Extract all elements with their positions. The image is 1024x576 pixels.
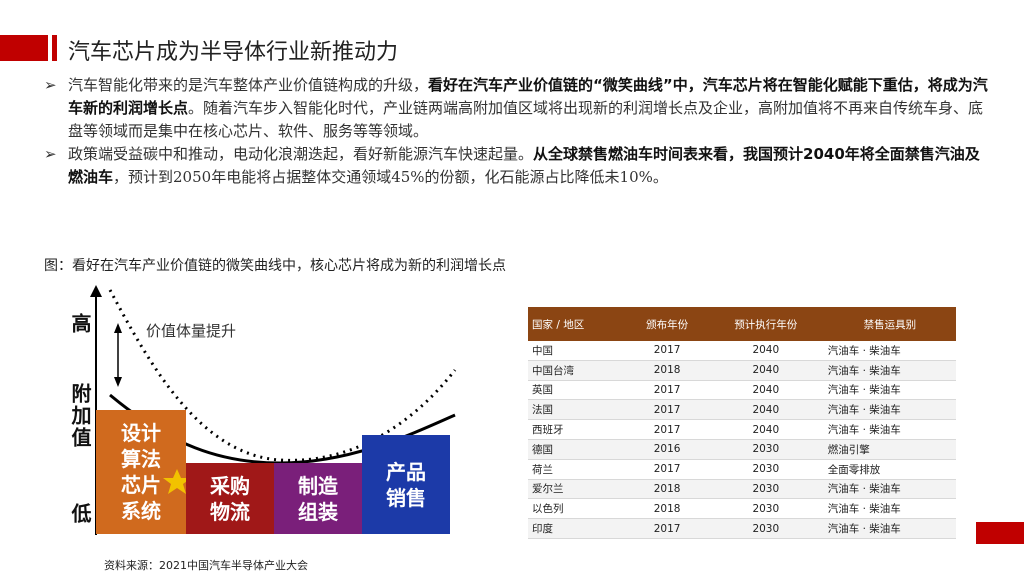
country-cell: 西班牙 (528, 419, 627, 440)
figure-caption: 图：看好在汽车产业价值链的微笑曲线中，核心芯片将成为新的利润增长点 (44, 258, 506, 274)
arrow-up-icon (114, 323, 122, 333)
country-cell: 爱尔兰 (528, 479, 627, 500)
ban-type-cell: 燃油引擎 (823, 439, 956, 460)
bullet-text: ，预计到2050年电能将占据整体交通领域45%的份额，化石能源占比降低未10%。 (113, 168, 668, 186)
effective-year-cell: 2030 (707, 459, 824, 480)
country-cell: 中国台湾 (528, 360, 627, 381)
table-row: 以色列 2018 2030 汽油车 · 柴油车 (528, 498, 956, 520)
manufacturing-block: 制造 组装 (274, 463, 362, 534)
country-cell: 以色列 (528, 498, 627, 520)
bullet-item: ➢ 政策端受益碳中和推动，电动化浪潮迭起，看好新能源汽车快速起量。从全球禁售燃油… (44, 143, 994, 189)
table-header-row: 国家 / 地区 颁布年份 预计执行年份 禁售运具别 (528, 307, 956, 341)
y-label-low: 低 (68, 503, 92, 525)
ban-type-cell: 全面零排放 (823, 459, 956, 480)
issued-year-cell: 2018 (626, 498, 708, 520)
table-row: 中国台湾 2018 2040 汽油车 · 柴油车 (528, 360, 956, 381)
title-accent-tick (52, 35, 57, 61)
country-cell: 德国 (528, 439, 627, 460)
y-axis-arrow-icon (90, 285, 102, 297)
country-cell: 荷兰 (528, 459, 627, 480)
effective-year-cell: 2030 (707, 498, 824, 520)
issued-year-cell: 2016 (626, 439, 708, 460)
issued-year-cell: 2017 (626, 518, 708, 539)
ban-type-cell: 汽油车 · 柴油车 (823, 419, 956, 440)
column-header: 颁布年份 (626, 307, 708, 341)
corner-accent-bar (976, 522, 1024, 544)
bullet-text: 。随着汽车步入智能化时代，产业链两端高附加值区域将出现新的利润增长点及企业，高附… (68, 99, 984, 140)
issued-year-cell: 2017 (626, 341, 708, 361)
effective-year-cell: 2030 (707, 518, 824, 539)
ban-type-cell: 汽油车 · 柴油车 (823, 341, 956, 361)
ban-type-cell: 汽油车 · 柴油车 (823, 360, 956, 381)
title-accent-bar (0, 35, 48, 61)
design-chip-block: 设计 算法 芯片 系统 (96, 410, 186, 534)
effective-year-cell: 2030 (707, 479, 824, 500)
country-cell: 中国 (528, 341, 627, 361)
page-title: 汽车芯片成为半导体行业新推动力 (68, 40, 399, 65)
table-row: 德国 2016 2030 燃油引擎 (528, 439, 956, 460)
column-header: 国家 / 地区 (528, 307, 627, 341)
column-header: 预计执行年份 (707, 307, 824, 341)
bullet-emphasis: 从全球禁售燃油车时间表来看，我国预计2040年将全面禁售汽油及燃油车 (68, 145, 980, 186)
upgraded-smile-curve (108, 289, 457, 462)
issued-year-cell: 2018 (626, 360, 708, 381)
issued-year-cell: 2017 (626, 419, 708, 440)
table-row: 荷兰 2017 2030 全面零排放 (528, 459, 956, 480)
ban-type-cell: 汽油车 · 柴油车 (823, 399, 956, 421)
country-cell: 英国 (528, 380, 627, 401)
column-header: 禁售运具别 (823, 307, 956, 341)
arrow-down-icon (114, 377, 122, 387)
y-axis-label: 附加值 (68, 383, 92, 449)
procurement-block: 采购 物流 (186, 463, 274, 534)
y-label-high: 高 (68, 313, 92, 335)
bullet-emphasis: 看好在汽车产业价值链的“微笑曲线”中，汽车芯片将在智能化赋能下重估，将成为汽车新… (68, 76, 988, 117)
ban-type-cell: 汽油车 · 柴油车 (823, 380, 956, 401)
bullet-item: ➢ 汽车智能化带来的是汽车整体产业价值链构成的升级，看好在汽车产业价值链的“微笑… (44, 74, 994, 143)
table-row: 中国 2017 2040 汽油车 · 柴油车 (528, 341, 956, 361)
country-cell: 印度 (528, 518, 627, 539)
issued-year-cell: 2017 (626, 459, 708, 480)
effective-year-cell: 2040 (707, 341, 824, 361)
bullet-text: 汽车智能化带来的是汽车整体产业价值链构成的升级， (68, 76, 429, 94)
arrow-bullet-icon: ➢ (44, 76, 57, 94)
issued-year-cell: 2017 (626, 399, 708, 421)
effective-year-cell: 2040 (707, 399, 824, 421)
star-icon (163, 469, 191, 494)
effective-year-cell: 2040 (707, 419, 824, 440)
table-row: 法国 2017 2040 汽油车 · 柴油车 (528, 399, 956, 421)
source-note: 资料来源：2021中国汽车半导体产业大会 (104, 559, 308, 572)
issued-year-cell: 2017 (626, 380, 708, 401)
issued-year-cell: 2018 (626, 479, 708, 500)
table-row: 印度 2017 2030 汽油车 · 柴油车 (528, 518, 956, 539)
effective-year-cell: 2030 (707, 439, 824, 460)
table-row: 爱尔兰 2018 2030 汽油车 · 柴油车 (528, 479, 956, 500)
country-cell: 法国 (528, 399, 627, 421)
smile-curve-diagram: 高 附加值 低 价值体量提升 设计 算法 芯片 系统 采购 物流 制造 组装 产… (60, 285, 460, 540)
table-row: 西班牙 2017 2040 汽油车 · 柴油车 (528, 419, 956, 440)
bullet-list: ➢ 汽车智能化带来的是汽车整体产业价值链构成的升级，看好在汽车产业价值链的“微笑… (44, 74, 994, 189)
bullet-text: 政策端受益碳中和推动，电动化浪潮迭起，看好新能源汽车快速起量。 (68, 145, 534, 163)
fuel-vehicle-ban-table: 国家 / 地区 颁布年份 预计执行年份 禁售运具别 中国 2017 2040 汽油车 … (528, 307, 956, 539)
arrow-bullet-icon: ➢ (44, 145, 57, 163)
ban-type-cell: 汽油车 · 柴油车 (823, 518, 956, 539)
value-increase-label: 价值体量提升 (146, 322, 237, 340)
ban-type-cell: 汽油车 · 柴油车 (823, 479, 956, 500)
effective-year-cell: 2040 (707, 360, 824, 381)
sales-block: 产品 销售 (362, 435, 450, 534)
ban-type-cell: 汽油车 · 柴油车 (823, 498, 956, 520)
table-row: 英国 2017 2040 汽油车 · 柴油车 (528, 380, 956, 401)
effective-year-cell: 2040 (707, 380, 824, 401)
